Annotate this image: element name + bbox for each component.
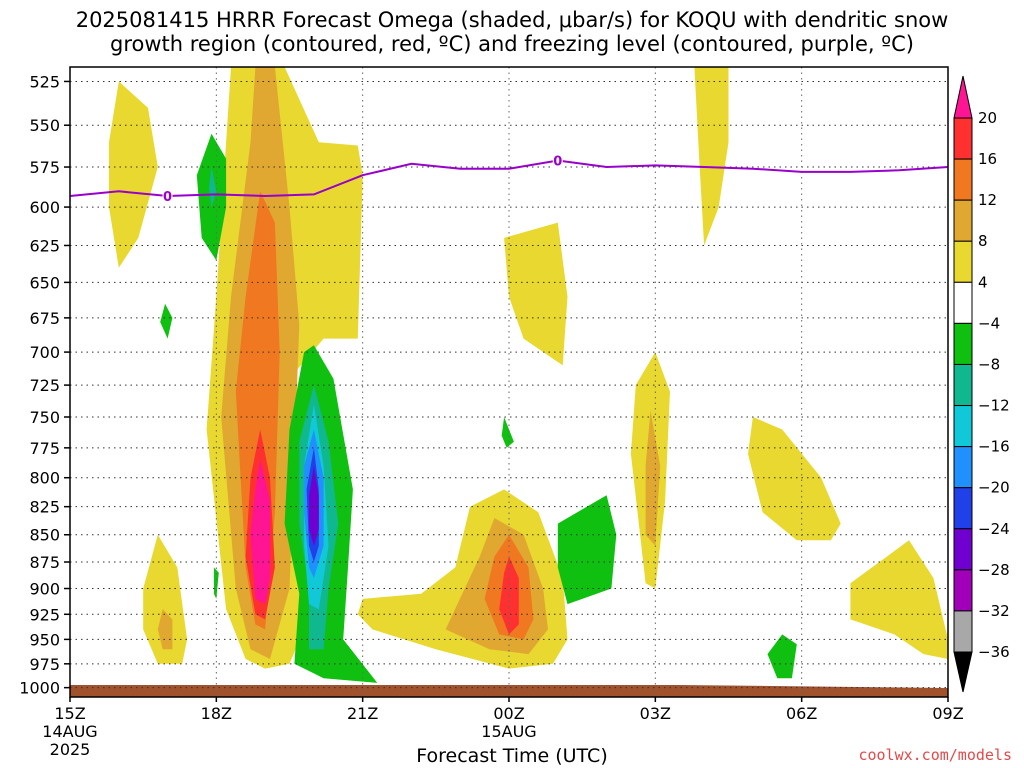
y-tick-labels: 525 550 575 600 625 650 675 700 725 750 775 800 825 8… [19,72,70,698]
colorbar-label: −20 [978,479,1010,497]
grid-layer [70,67,948,697]
y-tick-label: 600 [29,198,60,217]
y-tick-label: 650 [29,273,60,292]
colorbar-label: −36 [978,643,1010,661]
x-axis-label: Forecast Time (UTC) [416,745,608,767]
omega-region-6 [143,534,188,664]
y-tick-label: 575 [29,158,60,177]
x-tick-label: 15Z [54,704,85,723]
colorbar-label: 4 [978,273,988,291]
omega-region-14 [645,410,661,546]
colorbar-box [953,117,973,160]
colorbar-label: −16 [978,438,1010,456]
omega-region-16 [748,417,841,541]
omega-region-25 [209,167,217,208]
colorbar-label: −24 [978,520,1010,538]
colorbar-label: 8 [978,232,988,250]
title-line-1: 2025081415 HRRR Forecast Omega (shaded, … [75,8,949,32]
x-tick-label: 00Z [493,704,524,723]
y-tick-label: 775 [29,439,60,458]
y-tick-label: 675 [29,309,60,328]
colorbar-box [953,363,973,407]
ground-surface [70,685,948,697]
omega-region-23 [309,465,319,546]
y-tick-label: 750 [29,408,60,427]
colorbar-box [953,158,973,201]
colorbar-box [953,281,973,324]
y-tick-label: 900 [29,580,60,599]
x-tick-date: 14AUG [42,722,97,741]
colorbar-box [953,487,973,530]
freezing-label-bg [552,152,563,169]
y-tick-label: 700 [29,343,60,362]
colorbar: 20 16 12 8 4 −4 −8 −12 −16 −20 −24 −28 −32 −36 [953,75,1010,693]
colorbar-label: −12 [978,397,1010,415]
colorbar-label: −28 [978,561,1010,579]
colorbar-label: 20 [978,109,997,127]
colorbar-box [953,322,973,365]
omega-shading-layer [109,67,948,683]
x-tick-label: 21Z [347,704,378,723]
colorbar-label: 16 [978,150,997,168]
freezing-level-label: 0 [163,190,172,205]
x-tick-label: 18Z [201,704,232,723]
omega-region-28 [557,495,617,605]
colorbar-label: −4 [978,314,1000,332]
colorbar-box [953,405,973,448]
colorbar-label: −32 [978,602,1010,620]
omega-region-5 [109,81,158,268]
colorbar-top-arrow [953,75,973,119]
x-tick-label: 09Z [932,704,963,723]
freezing-level-layer: 00 [69,152,949,205]
colorbar-box [953,610,973,653]
y-tick-label: 800 [29,469,60,488]
freezing-level-label: 0 [553,154,562,169]
colorbar-box [953,569,973,612]
omega-region-26 [160,303,173,339]
colorbar-bottom-arrow [953,651,973,693]
y-tick-label: 950 [29,630,60,649]
site-credit: coolwx.com/models [858,746,1012,764]
x-tick-year: 2025 [50,740,91,759]
y-tick-label: 875 [29,553,60,572]
colorbar-box [953,199,973,242]
omega-region-27 [501,417,514,448]
omega-region-15 [694,67,729,246]
y-tick-label: 825 [29,498,60,517]
freezing-level-line [69,159,949,198]
omega-region-12 [504,222,568,366]
colorbar-box [953,446,973,489]
colorbar-label: −8 [978,355,1000,373]
y-tick-label: 625 [29,236,60,255]
x-tick-date: 15AUG [481,722,536,741]
omega-region-7 [157,609,173,650]
y-tick-label: 525 [29,72,60,91]
chart-title: 2025081415 HRRR Forecast Omega (shaded, … [0,8,1024,56]
colorbar-box [953,240,973,283]
y-tick-label: 1000 [19,679,60,698]
y-tick-label: 725 [29,376,60,395]
colorbar-box [953,528,973,571]
y-tick-label: 975 [29,655,60,674]
omega-region-17 [850,540,948,659]
omega-region-30 [213,567,219,599]
x-tick-label: 06Z [786,704,817,723]
y-tick-label: 850 [29,526,60,545]
colorbar-label: 12 [978,191,997,209]
y-tick-label: 925 [29,605,60,624]
freezing-label-bg [162,188,173,205]
title-line-2: growth region (contoured, red, ºC) and f… [110,32,914,56]
ground-layer [70,685,948,697]
omega-region-29 [767,634,797,679]
omega-region-4 [250,459,270,605]
y-tick-label: 550 [29,116,60,135]
x-tick-label: 03Z [640,704,671,723]
